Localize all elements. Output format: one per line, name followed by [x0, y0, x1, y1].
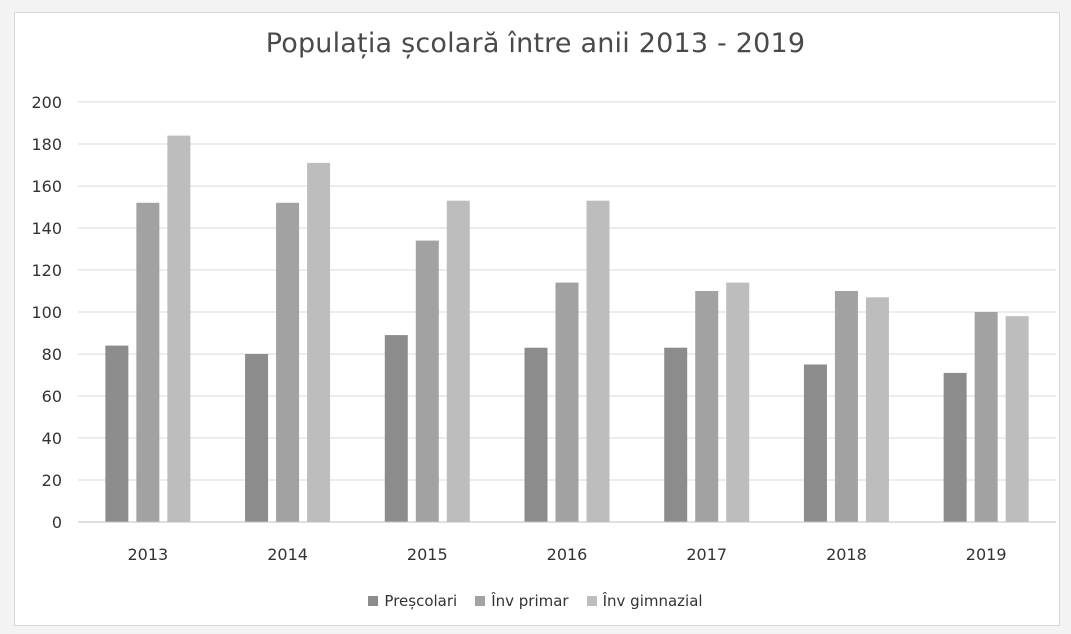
- bar-2016-series-0: [524, 347, 548, 522]
- bar-2017-series-0: [664, 347, 688, 522]
- legend-swatch-inv-primar: [475, 596, 486, 606]
- y-tick-label: 40: [42, 429, 62, 448]
- bar-2018-series-1: [834, 291, 858, 522]
- chart-title: Populația școlară între anii 2013 - 2019: [265, 28, 806, 59]
- y-tick-label: 120: [31, 261, 62, 280]
- y-tick-label: 80: [42, 345, 62, 364]
- bar-2014-series-0: [245, 354, 269, 522]
- bar-2019-series-1: [974, 312, 998, 522]
- y-tick-label: 20: [42, 471, 62, 490]
- y-tick-label: 180: [31, 135, 62, 154]
- x-tick-label: 2015: [407, 545, 448, 564]
- legend-label-inv-primar: Înv primar: [491, 592, 569, 610]
- bar-2013-series-1: [136, 202, 160, 523]
- bar-2014-series-1: [276, 202, 300, 523]
- bar-2018-series-2: [865, 297, 889, 522]
- bar-2015-series-0: [384, 335, 408, 522]
- legend-item-prescolari: Preșcolari: [368, 592, 457, 610]
- x-axis-tick-labels: 2013 2014 2015 2016 2017 2018 2019: [127, 545, 1006, 564]
- bar-2019-series-2: [1005, 316, 1029, 522]
- x-tick-label: 2019: [966, 545, 1007, 564]
- x-tick-label: 2018: [826, 545, 867, 564]
- legend-swatch-prescolari: [368, 596, 379, 606]
- y-axis-tick-labels: 0 20 40 60 80 100 120 140 160 180 200: [31, 93, 62, 532]
- y-tick-label: 0: [52, 513, 62, 532]
- legend-swatch-inv-gimnazial: [586, 596, 597, 606]
- bar-2016-series-2: [586, 200, 610, 522]
- bar-2017-series-1: [695, 291, 719, 522]
- x-tick-label: 2017: [686, 545, 727, 564]
- bar-2013-series-2: [167, 135, 191, 522]
- bar-2016-series-1: [555, 282, 579, 522]
- bar-2014-series-2: [307, 162, 331, 522]
- y-tick-label: 200: [31, 93, 62, 112]
- bar-2013-series-0: [105, 345, 129, 522]
- bar-2015-series-2: [446, 200, 470, 522]
- y-tick-label: 160: [31, 177, 62, 196]
- bars: [105, 135, 1029, 523]
- bar-2019-series-0: [943, 372, 967, 522]
- y-tick-label: 60: [42, 387, 62, 406]
- bar-2018-series-0: [803, 364, 827, 522]
- legend-item-inv-gimnazial: Înv gimnazial: [586, 592, 703, 610]
- legend-item-inv-primar: Înv primar: [475, 592, 569, 610]
- legend: Preșcolari Înv primar Înv gimnazial: [0, 592, 1071, 610]
- x-tick-label: 2016: [547, 545, 588, 564]
- x-tick-label: 2014: [267, 545, 308, 564]
- y-tick-label: 100: [31, 303, 62, 322]
- bar-2015-series-1: [415, 240, 439, 522]
- x-tick-label: 2013: [127, 545, 168, 564]
- legend-label-prescolari: Preșcolari: [384, 592, 458, 610]
- y-tick-label: 140: [31, 219, 62, 238]
- bar-2017-series-2: [726, 282, 750, 522]
- legend-label-inv-gimnazial: Înv gimnazial: [602, 592, 703, 610]
